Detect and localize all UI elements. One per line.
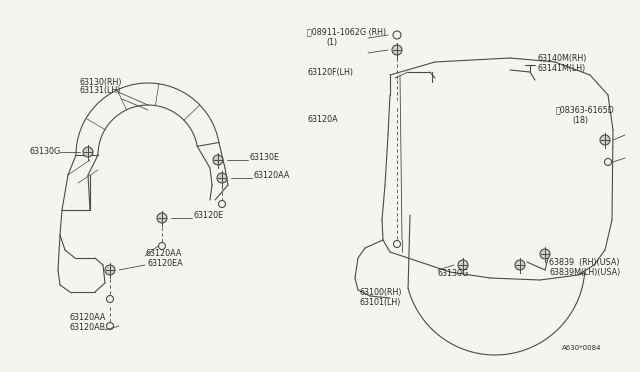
Text: ⓝ08911-1062G (RH): ⓝ08911-1062G (RH) — [307, 28, 386, 36]
Text: 63100(RH): 63100(RH) — [360, 288, 403, 296]
Text: 63141M(LH): 63141M(LH) — [537, 64, 585, 73]
Text: 63120EA: 63120EA — [147, 259, 182, 267]
Text: Ⓝ08363-6165D: Ⓝ08363-6165D — [556, 106, 615, 115]
Text: 63839  (RH)(USA): 63839 (RH)(USA) — [549, 257, 620, 266]
Text: 63120AA: 63120AA — [70, 314, 106, 323]
Text: 63120AA: 63120AA — [145, 248, 181, 257]
Circle shape — [600, 135, 610, 145]
Text: 63130E: 63130E — [250, 154, 280, 163]
Circle shape — [540, 249, 550, 259]
Circle shape — [157, 213, 167, 223]
Text: 63131(LH): 63131(LH) — [79, 86, 120, 94]
Text: 63130G: 63130G — [437, 269, 468, 278]
Text: (18): (18) — [572, 115, 588, 125]
Text: A630*0084: A630*0084 — [562, 345, 602, 351]
Circle shape — [217, 173, 227, 183]
Text: 63120F(LH): 63120F(LH) — [308, 67, 354, 77]
Text: 63120E: 63120E — [193, 212, 223, 221]
Circle shape — [105, 265, 115, 275]
Text: 63130(RH): 63130(RH) — [79, 77, 122, 87]
Circle shape — [458, 260, 468, 270]
Circle shape — [213, 155, 223, 165]
Text: 63140M(RH): 63140M(RH) — [537, 54, 586, 62]
Text: (1): (1) — [326, 38, 337, 46]
Text: 63130G: 63130G — [29, 148, 60, 157]
Circle shape — [392, 45, 402, 55]
Text: 63839M(LH)(USA): 63839M(LH)(USA) — [549, 269, 620, 278]
Circle shape — [515, 260, 525, 270]
Text: 63120AA: 63120AA — [253, 171, 289, 180]
Circle shape — [83, 147, 93, 157]
Text: 63120AB: 63120AB — [70, 323, 106, 331]
Text: 63120A: 63120A — [308, 115, 339, 125]
Text: 63101(LH): 63101(LH) — [360, 298, 401, 307]
